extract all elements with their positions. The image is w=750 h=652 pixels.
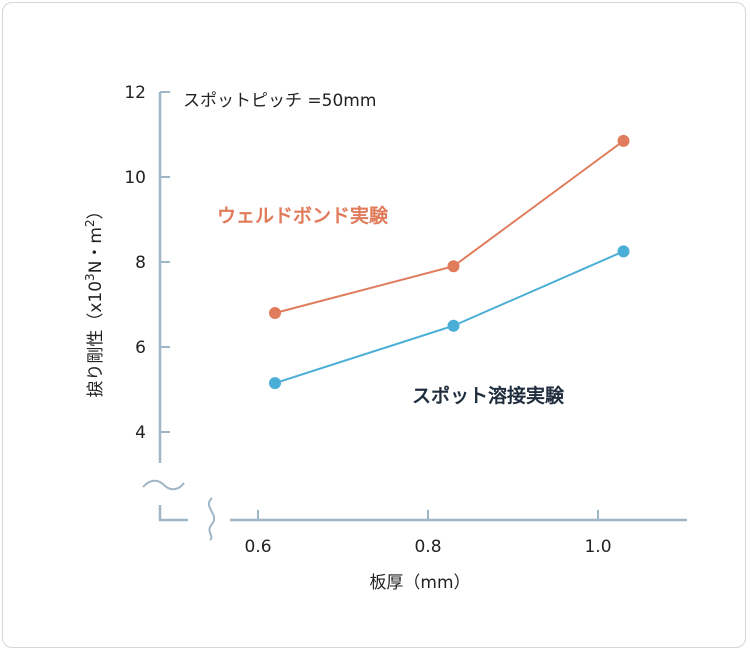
data-point [447, 260, 460, 273]
y-axis-label: 捩り剛性（x103N・m2） [83, 202, 106, 397]
x-tick-label: 0.6 [244, 537, 271, 557]
data-point [617, 245, 630, 258]
x-tick-label: 1.0 [584, 537, 611, 557]
y-tick-label: 4 [135, 423, 146, 443]
y-axis-break-mark [142, 479, 185, 491]
y-tick-label: 10 [124, 168, 146, 188]
x-axis-label: 板厚（mm） [369, 573, 470, 593]
y-axis-label-mid: N・m [86, 227, 106, 273]
data-point [269, 377, 281, 390]
tick-labels: 4 6 8 10 12 0.6 0.8 1.0 [124, 83, 611, 557]
y-tick-label: 6 [135, 338, 146, 358]
y-axis-label-main: 捩り剛性（x10 [86, 281, 106, 398]
series-line-2 [274, 250, 624, 385]
data-point [269, 307, 281, 319]
y-axis-label-end: ） [86, 202, 106, 219]
data-point [447, 319, 460, 332]
x-tick-label: 0.8 [414, 537, 441, 557]
series-label-weldbond: ウェルドボンド実験 [217, 204, 389, 227]
series-group [269, 134, 630, 390]
y-axis-line-lower [158, 505, 188, 522]
y-axis-label-exp2: 2 [83, 219, 97, 227]
x-axis-break-mark [207, 497, 215, 541]
y-tick-label: 8 [135, 253, 146, 273]
y-axis-label-exp1: 3 [83, 273, 97, 281]
annotation-spot-pitch: スポットピッチ =50mm [183, 91, 376, 111]
series-label-spot-weld: スポット溶接実験 [412, 384, 565, 407]
y-tick-label: 12 [124, 83, 146, 103]
data-point [617, 134, 630, 147]
axes [142, 91, 687, 541]
